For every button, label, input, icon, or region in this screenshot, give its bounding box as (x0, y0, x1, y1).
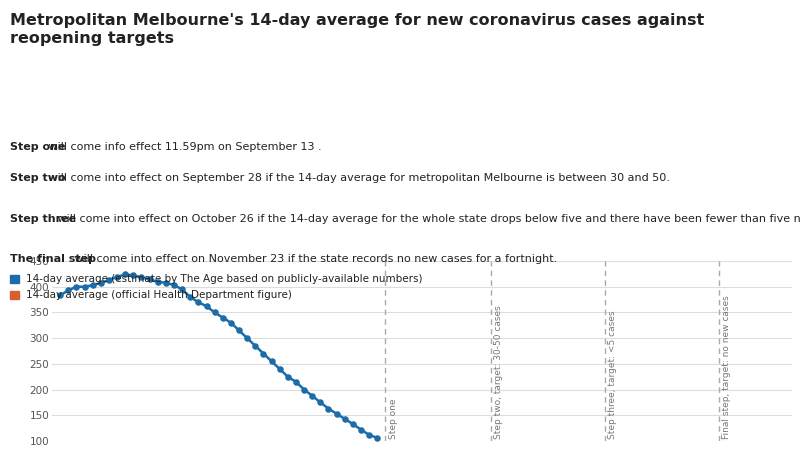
Text: Step three, target: <5 cases: Step three, target: <5 cases (608, 311, 618, 440)
Point (314, 399, 326, 406)
Point (78, 283, 91, 290)
Point (375, 444, 388, 450)
Point (102, 276, 115, 284)
Text: Metropolitan Melbourne's 14-day average for new coronavirus cases against
reopen: Metropolitan Melbourne's 14-day average … (10, 14, 704, 46)
Point (362, 431, 375, 438)
Point (330, 410, 343, 417)
Point (135, 274, 148, 281)
Text: will come info effect 11.59pm on September 13 .: will come info effect 11.59pm on Septemb… (45, 142, 322, 152)
Text: Step two: Step two (10, 173, 66, 183)
Point (208, 309, 221, 316)
Point (216, 314, 229, 321)
Text: will come into effect on September 28 if the 14-day average for metropolitan Mel: will come into effect on September 28 if… (45, 173, 670, 183)
Text: will come into effect on November 23 if the state records no new cases for a for: will come into effect on November 23 if … (71, 254, 558, 264)
Point (70, 283, 82, 290)
Text: Final step, target: no new cases: Final step, target: no new cases (722, 296, 731, 440)
Point (338, 415, 351, 423)
Point (118, 271, 131, 278)
Point (110, 273, 123, 280)
Point (274, 365, 286, 373)
Point (371, 434, 384, 441)
Point (322, 405, 335, 412)
Point (184, 293, 197, 301)
Point (241, 334, 254, 342)
Text: 14-day average (official Health Department figure): 14-day average (official Health Departme… (26, 290, 291, 300)
Point (306, 392, 318, 399)
Point (290, 378, 302, 386)
Point (354, 426, 367, 433)
Point (192, 298, 205, 306)
Point (282, 373, 294, 380)
Point (86, 282, 99, 289)
Text: The final step: The final step (10, 254, 96, 264)
Point (54, 292, 66, 299)
Point (151, 279, 164, 286)
Point (127, 272, 140, 279)
Text: Step one: Step one (389, 399, 398, 440)
Point (265, 358, 278, 365)
Text: 14-day average (estimate by The Age based on publicly-available numbers): 14-day average (estimate by The Age base… (26, 274, 422, 284)
Point (346, 420, 359, 427)
Point (298, 386, 310, 393)
Point (94, 279, 107, 287)
Text: Step three: Step three (10, 214, 76, 224)
Point (176, 286, 189, 293)
Point (257, 350, 270, 357)
Text: Step two, target: 30-50 cases: Step two, target: 30-50 cases (494, 306, 503, 440)
Text: Step one: Step one (10, 142, 65, 152)
Point (233, 327, 246, 334)
Point (159, 279, 172, 286)
Point (200, 303, 213, 310)
Point (225, 319, 238, 326)
Point (143, 275, 156, 283)
Point (167, 282, 180, 289)
Point (249, 342, 262, 350)
Text: will come into effect on October 26 if the 14-day average for the whole state dr: will come into effect on October 26 if t… (54, 214, 800, 224)
Point (62, 287, 74, 294)
